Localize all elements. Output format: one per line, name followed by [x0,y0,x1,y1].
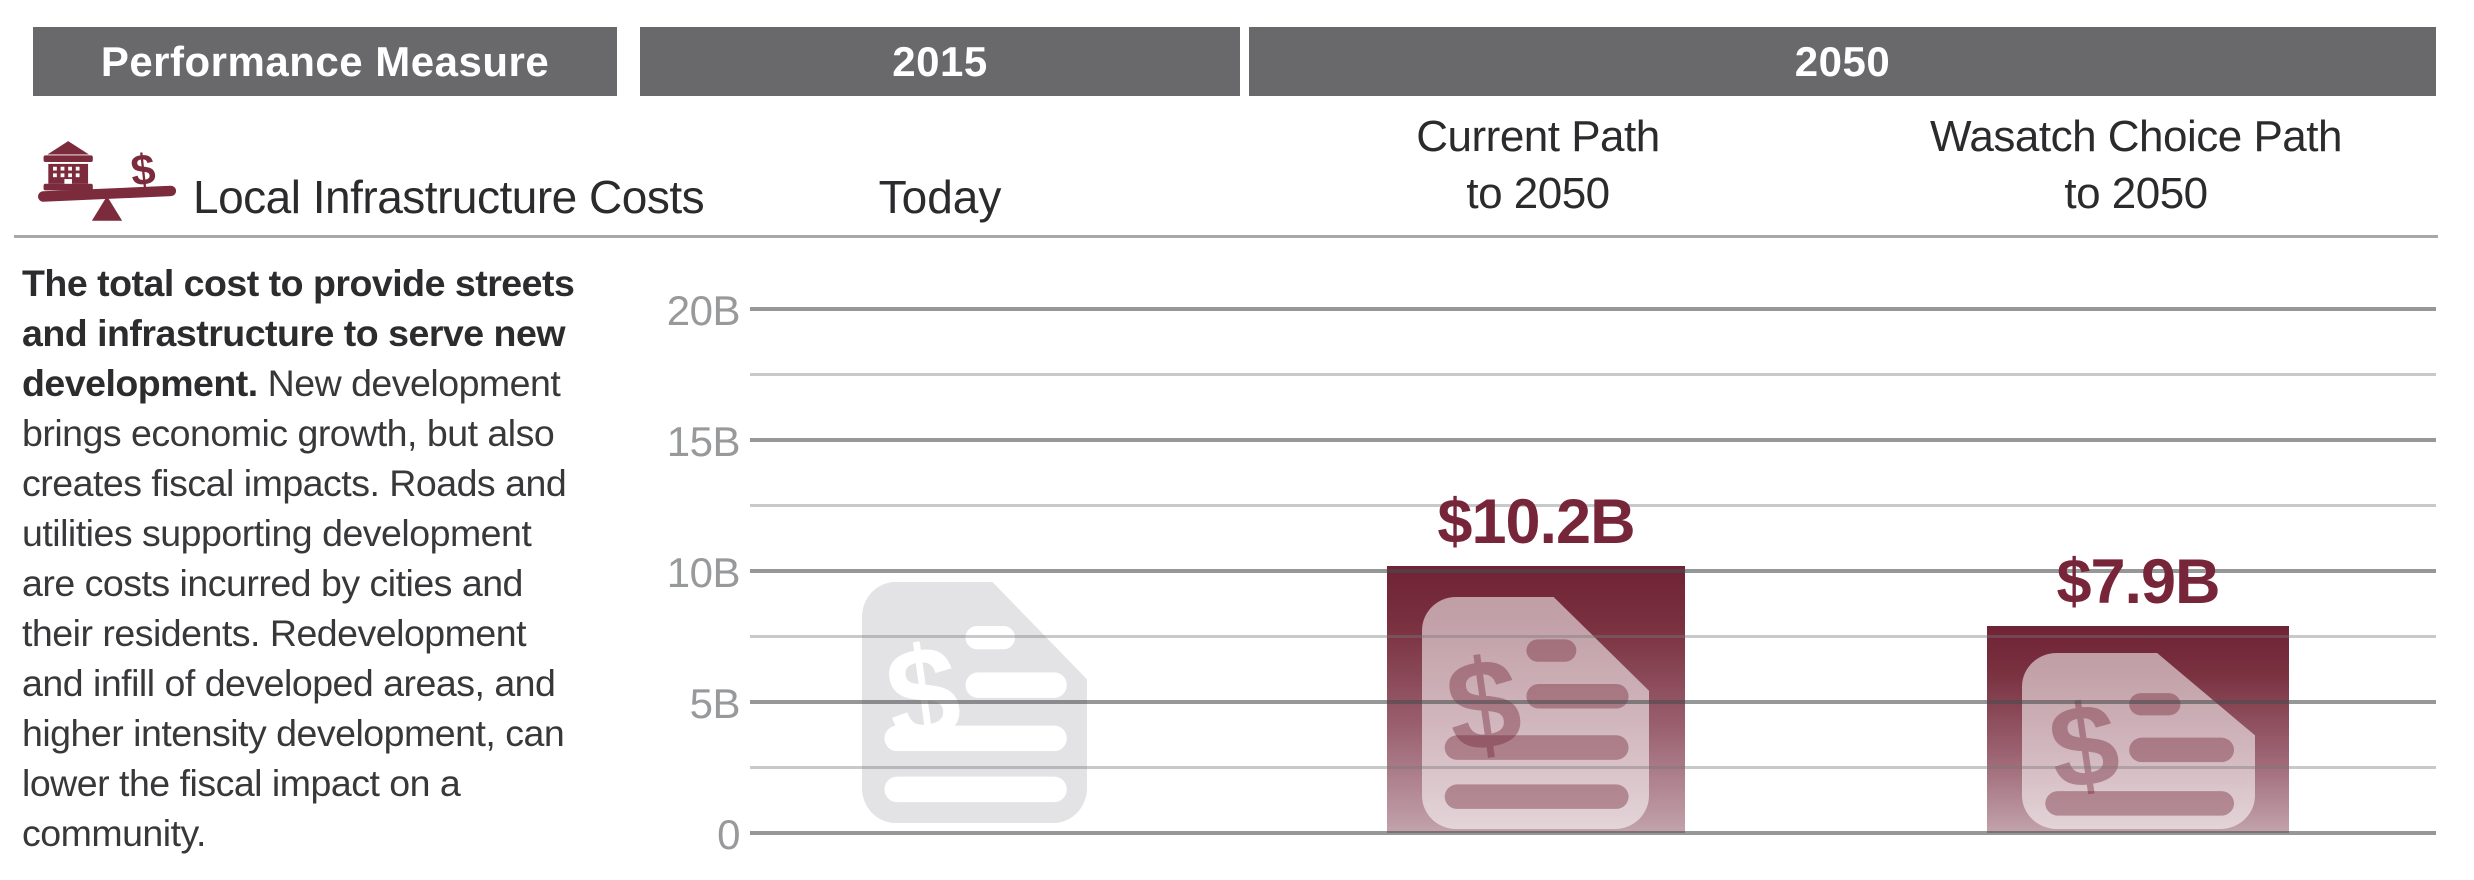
ytick-20b: 20B [666,287,741,334]
dollar-document-icon [2022,653,2255,829]
header-performance-measure-label: Performance Measure [100,37,550,85]
dollar-document-icon [1422,597,1649,829]
ytick-10b: 10B [666,549,741,596]
column-label-current-path: Current Path to 2050 [1416,112,1660,218]
measure-description-bold: The total cost to provide streets and in… [22,262,575,404]
measure-description: The total cost to provide streets and in… [22,258,722,858]
column-label-wasatch-choice-path: Wasatch Choice Path to 2050 [1930,112,2342,218]
ytick-15b: 15B [666,418,741,465]
bar-current-path [1387,566,1685,833]
ytick-5b: 5B [689,680,741,727]
value-label-wasatch-choice-path: $7.9B [2056,547,2220,617]
ytick-0: 0 [717,811,740,858]
header-2050-label: 2050 [1794,37,1891,85]
header-2015: 2015 [640,27,1240,96]
bar-wasatch-choice-path [1987,626,2289,833]
measure-title: Local Infrastructure Costs [193,171,705,223]
gridline-17-5b [750,373,2436,376]
balance-scale-bank-dollar-icon: $ [37,141,177,221]
header-2015-label: 2015 [892,37,988,85]
header-2050: 2050 [1249,27,2436,96]
row-separator-line [14,235,2438,238]
gridline-15b [750,438,2436,442]
measure-description-rest: New development brings economic growth, … [22,362,567,854]
value-label-current-path: $10.2B [1437,487,1635,557]
header-performance-measure: Performance Measure [33,27,617,96]
dollar-document-icon-today [862,582,1087,823]
column-label-today: Today [878,171,1002,223]
gridline-20b [750,307,2436,311]
